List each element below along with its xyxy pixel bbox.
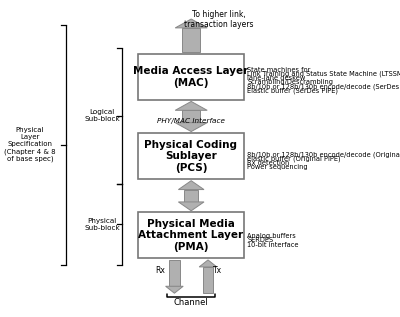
Polygon shape [169,260,180,286]
Text: elastic buffer (Original PIPE): elastic buffer (Original PIPE) [247,155,341,162]
Polygon shape [166,286,183,293]
FancyBboxPatch shape [138,54,244,100]
Text: Analog buffers: Analog buffers [247,233,296,239]
Text: Physical Media
Attachment Layer
(PMA): Physical Media Attachment Layer (PMA) [138,219,244,252]
Text: Physical Coding
Sublayer
(PCS): Physical Coding Sublayer (PCS) [144,139,238,173]
Polygon shape [175,101,207,110]
Text: Tx: Tx [214,266,222,275]
Text: Link Training and Status State Machine (LTSSM): Link Training and Status State Machine (… [247,71,400,77]
Text: Scrambling/Descrambling: Scrambling/Descrambling [247,79,333,85]
Text: Physical
Layer
Specification
(Chapter 4 & 8
of base spec): Physical Layer Specification (Chapter 4 … [4,127,56,162]
Text: State machines for: State machines for [247,67,310,73]
FancyBboxPatch shape [138,133,244,179]
Text: To higher link,
transaction layers: To higher link, transaction layers [184,10,254,29]
Polygon shape [178,202,204,211]
Polygon shape [175,19,207,28]
Text: 8b/10b or 128b/130b encode/decode (SerDes PIPE): 8b/10b or 128b/130b encode/decode (SerDe… [247,84,400,90]
Text: Elastic buffer (SerDes PIPE): Elastic buffer (SerDes PIPE) [247,88,338,94]
Polygon shape [184,190,198,202]
Polygon shape [182,28,200,52]
Text: Rx detection: Rx detection [247,160,290,166]
Text: Power sequencing: Power sequencing [247,164,308,170]
Text: Media Access Layer
(MAC): Media Access Layer (MAC) [133,66,249,88]
Polygon shape [199,260,217,267]
Text: SERDES: SERDES [247,237,273,243]
Polygon shape [203,267,213,293]
Text: Rx: Rx [155,266,165,275]
Text: PHY/MAC Interface: PHY/MAC Interface [157,118,225,124]
Text: Channel: Channel [174,299,208,307]
Polygon shape [182,110,200,123]
Text: Logical
Sub-block: Logical Sub-block [84,109,120,122]
Text: 10-bit interface: 10-bit interface [247,242,299,248]
Text: Physical
Sub-block: Physical Sub-block [84,217,120,231]
Polygon shape [178,181,204,190]
Polygon shape [175,123,207,132]
Text: 8b/10b or 128b/130b encode/decode (Original PIPE): 8b/10b or 128b/130b encode/decode (Origi… [247,151,400,158]
FancyBboxPatch shape [138,212,244,258]
Text: lane-lane deskew: lane-lane deskew [247,75,306,81]
